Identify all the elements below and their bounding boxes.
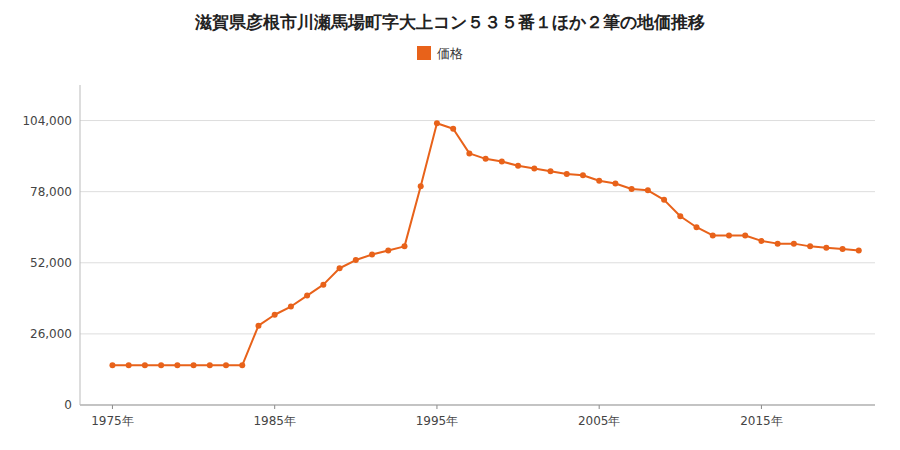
series-marker xyxy=(207,362,213,368)
x-tick-label: 2015年 xyxy=(740,414,783,428)
series-marker xyxy=(564,171,570,177)
x-tick-label: 1975年 xyxy=(91,414,134,428)
series-marker xyxy=(223,362,229,368)
y-grid-line xyxy=(80,405,875,406)
series-marker xyxy=(483,156,489,162)
y-axis-line xyxy=(80,85,81,405)
x-tick-label: 1985年 xyxy=(253,414,296,428)
legend-swatch xyxy=(417,46,431,60)
series-marker xyxy=(353,257,359,263)
series-marker xyxy=(320,282,326,288)
series-marker xyxy=(450,126,456,132)
legend-label: 価格 xyxy=(437,46,463,61)
series-line xyxy=(112,123,858,365)
series-marker xyxy=(629,186,635,192)
x-tick xyxy=(274,405,275,409)
series-marker xyxy=(580,172,586,178)
series-marker xyxy=(856,247,862,253)
x-tick xyxy=(436,405,437,409)
x-tick xyxy=(761,405,762,409)
y-tick-label: 104,000 xyxy=(22,114,72,128)
series-marker xyxy=(758,238,764,244)
y-tick-label: 26,000 xyxy=(30,327,72,341)
series-marker xyxy=(385,247,391,253)
series-marker xyxy=(418,183,424,189)
series-marker xyxy=(742,232,748,238)
y-grid-line xyxy=(80,120,875,121)
title: 滋賀県彦根市川瀬馬場町字大上コン５３５番１ほか２筆の地価推移 xyxy=(194,12,705,32)
x-tick xyxy=(112,405,113,409)
x-tick xyxy=(599,405,600,409)
series-marker xyxy=(612,180,618,186)
series-marker xyxy=(174,362,180,368)
series-marker xyxy=(645,187,651,193)
plot-area xyxy=(109,120,861,368)
series-marker xyxy=(710,232,716,238)
x-tick-label: 1995年 xyxy=(416,414,459,428)
series-marker xyxy=(807,243,813,249)
series-marker xyxy=(126,362,132,368)
y-tick-label: 78,000 xyxy=(30,185,72,199)
series-marker xyxy=(304,293,310,299)
series-marker xyxy=(158,362,164,368)
series-marker xyxy=(840,246,846,252)
series-marker xyxy=(515,163,521,169)
series-marker xyxy=(337,265,343,271)
y-grid-line xyxy=(80,333,875,334)
x-axis-line xyxy=(80,405,875,406)
y-tick-label: 0 xyxy=(64,398,72,412)
series-marker xyxy=(255,323,261,329)
series-marker xyxy=(531,165,537,171)
series-marker xyxy=(142,362,148,368)
series-marker xyxy=(548,168,554,174)
chart: 滋賀県彦根市川瀬馬場町字大上コン５３５番１ほか２筆の地価推移 0 26,000 52,… xyxy=(0,0,900,450)
series-marker xyxy=(694,224,700,230)
series-marker xyxy=(661,197,667,203)
series-marker xyxy=(109,362,115,368)
series-marker xyxy=(823,245,829,251)
series-marker xyxy=(288,304,294,310)
series-marker xyxy=(434,120,440,126)
series-marker xyxy=(677,213,683,219)
series-marker xyxy=(596,178,602,184)
y-tick-label: 52,000 xyxy=(30,256,72,270)
grid xyxy=(80,121,875,405)
series-marker xyxy=(775,241,781,247)
series-marker xyxy=(401,243,407,249)
series-marker xyxy=(499,159,505,165)
series-marker xyxy=(466,150,472,156)
y-grid-line xyxy=(80,262,875,263)
series-marker xyxy=(239,362,245,368)
series-marker xyxy=(272,312,278,318)
legend: 価格 xyxy=(417,46,463,61)
series-marker xyxy=(791,241,797,247)
series-marker xyxy=(726,232,732,238)
y-grid-line xyxy=(80,191,875,192)
x-tick-label: 2005年 xyxy=(578,414,621,428)
series-marker xyxy=(191,362,197,368)
series-marker xyxy=(369,252,375,258)
